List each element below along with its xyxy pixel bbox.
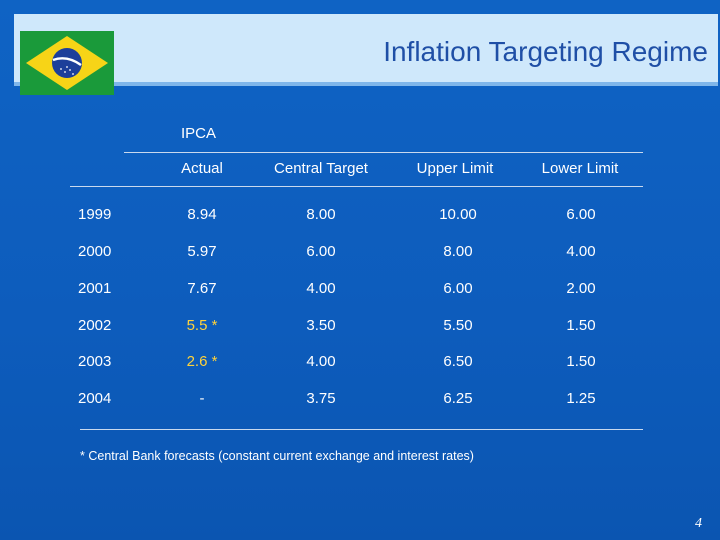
divider-header [70,186,643,187]
cell-central-target: 4.00 [306,280,336,297]
cell-central-target: 6.00 [306,243,336,260]
header-rule [14,82,718,86]
cell-actual: 7.67 [187,280,217,297]
row-year: 1999 [78,206,112,223]
column-lower-limit-header: Lower Limit [541,160,619,177]
group-label: IPCA [181,125,217,142]
row-year: 2004 [78,390,112,407]
cell-upper-limit: 10.00 [439,206,477,223]
cell-central-target: 8.00 [306,206,336,223]
page-number: 4 [695,516,702,531]
cell-upper-limit: 8.00 [443,243,473,260]
cell-central-target: 3.50 [306,317,336,334]
row-year: 2002 [78,317,112,334]
cell-actual: 5.5 * [186,317,218,334]
cell-upper-limit: 5.50 [443,317,473,334]
cell-actual: - [199,390,205,407]
cell-upper-limit: 6.50 [443,353,473,370]
cell-actual: 8.94 [187,206,217,223]
cell-actual: 5.97 [187,243,217,260]
row-year: 2003 [78,353,112,370]
cell-lower-limit: 1.25 [566,390,596,407]
cell-central-target: 3.75 [306,390,336,407]
column-actual-header: Actual [181,160,223,177]
cell-lower-limit: 4.00 [566,243,596,260]
cell-lower-limit: 2.00 [566,280,596,297]
cell-central-target: 4.00 [306,353,336,370]
row-year: 2001 [78,280,112,297]
row-year: 2000 [78,243,112,260]
divider-bottom [80,429,643,430]
divider-top [124,152,643,153]
footnote: * Central Bank forecasts (constant curre… [80,449,474,463]
page-title: Inflation Targeting Regime [383,36,708,67]
header-band [14,14,718,82]
cell-lower-limit: 1.50 [566,353,596,370]
column-upper-limit-header: Upper Limit [416,160,494,177]
cell-actual: 2.6 * [186,353,218,370]
cell-upper-limit: 6.00 [443,280,473,297]
cell-upper-limit: 6.25 [443,390,473,407]
column-central-target-header: Central Target [274,160,368,177]
brazil-flag-icon [20,31,114,95]
cell-lower-limit: 1.50 [566,317,596,334]
cell-lower-limit: 6.00 [566,206,596,223]
